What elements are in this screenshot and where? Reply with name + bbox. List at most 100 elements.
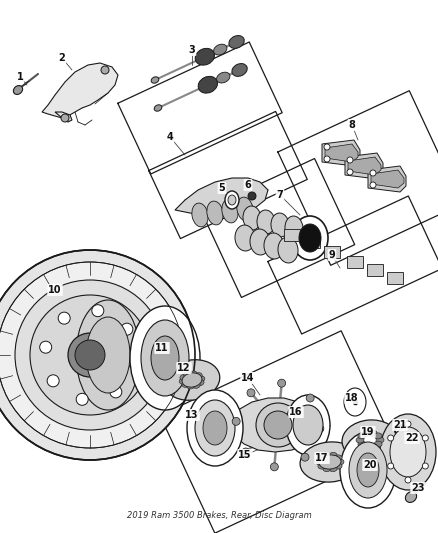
Ellipse shape xyxy=(300,442,360,482)
Text: 23: 23 xyxy=(411,483,425,493)
Circle shape xyxy=(256,403,300,447)
Circle shape xyxy=(247,389,255,397)
Ellipse shape xyxy=(228,195,236,205)
Ellipse shape xyxy=(336,459,344,465)
Polygon shape xyxy=(304,236,320,248)
Ellipse shape xyxy=(14,86,23,94)
Ellipse shape xyxy=(329,453,337,458)
Polygon shape xyxy=(175,178,268,216)
Circle shape xyxy=(101,66,109,74)
Ellipse shape xyxy=(197,376,205,382)
Polygon shape xyxy=(347,256,363,268)
Ellipse shape xyxy=(344,388,366,416)
Ellipse shape xyxy=(222,199,238,223)
Circle shape xyxy=(76,393,88,405)
Text: 2019 Ram 3500 Brakes, Rear, Disc Diagram: 2019 Ram 3500 Brakes, Rear, Disc Diagram xyxy=(127,511,311,520)
Circle shape xyxy=(68,333,112,377)
Circle shape xyxy=(58,312,70,324)
Polygon shape xyxy=(387,272,403,284)
Text: 21: 21 xyxy=(393,420,407,430)
Ellipse shape xyxy=(334,455,342,461)
Ellipse shape xyxy=(318,463,326,469)
Ellipse shape xyxy=(141,320,189,396)
Text: 20: 20 xyxy=(363,460,377,470)
Circle shape xyxy=(347,157,353,163)
Circle shape xyxy=(0,250,195,460)
Ellipse shape xyxy=(182,381,190,387)
Circle shape xyxy=(0,262,183,448)
Polygon shape xyxy=(322,140,360,166)
Text: 11: 11 xyxy=(155,343,169,353)
Ellipse shape xyxy=(198,76,218,93)
Ellipse shape xyxy=(380,414,436,490)
Ellipse shape xyxy=(243,206,261,230)
Polygon shape xyxy=(324,246,340,258)
Polygon shape xyxy=(284,229,300,241)
Circle shape xyxy=(15,280,165,430)
Circle shape xyxy=(40,341,52,353)
Polygon shape xyxy=(42,63,118,118)
Text: 17: 17 xyxy=(315,453,329,463)
Text: 1: 1 xyxy=(17,72,23,82)
Ellipse shape xyxy=(271,213,289,237)
Ellipse shape xyxy=(390,427,426,477)
Ellipse shape xyxy=(318,455,326,461)
Ellipse shape xyxy=(356,437,364,443)
Text: 16: 16 xyxy=(289,407,303,417)
Text: 3: 3 xyxy=(189,45,195,55)
Circle shape xyxy=(370,170,376,176)
Ellipse shape xyxy=(184,372,192,378)
Ellipse shape xyxy=(358,441,366,447)
Circle shape xyxy=(128,357,140,369)
Polygon shape xyxy=(348,157,381,175)
Ellipse shape xyxy=(293,405,323,445)
Ellipse shape xyxy=(225,191,239,209)
Ellipse shape xyxy=(299,224,321,252)
Circle shape xyxy=(242,448,250,456)
Ellipse shape xyxy=(189,371,197,377)
Text: 13: 13 xyxy=(185,410,199,420)
Text: 2: 2 xyxy=(59,53,65,63)
Text: 22: 22 xyxy=(405,433,419,443)
Ellipse shape xyxy=(319,455,341,469)
Text: 18: 18 xyxy=(345,393,359,403)
Ellipse shape xyxy=(250,229,270,255)
Circle shape xyxy=(388,463,394,469)
Circle shape xyxy=(347,169,353,175)
Circle shape xyxy=(306,394,314,402)
Circle shape xyxy=(264,411,292,439)
Circle shape xyxy=(30,295,150,415)
Text: 6: 6 xyxy=(245,180,251,190)
Polygon shape xyxy=(55,112,72,122)
Ellipse shape xyxy=(358,433,366,439)
Circle shape xyxy=(388,435,394,441)
Ellipse shape xyxy=(376,437,384,443)
Ellipse shape xyxy=(195,49,215,65)
Ellipse shape xyxy=(235,225,255,251)
Ellipse shape xyxy=(154,105,162,111)
Ellipse shape xyxy=(232,63,247,76)
Circle shape xyxy=(405,421,411,427)
Circle shape xyxy=(278,379,286,387)
Circle shape xyxy=(370,182,376,188)
Ellipse shape xyxy=(203,411,227,445)
Ellipse shape xyxy=(195,400,235,456)
Ellipse shape xyxy=(357,453,379,487)
Ellipse shape xyxy=(285,216,303,240)
Ellipse shape xyxy=(196,379,204,386)
Circle shape xyxy=(92,305,104,317)
Ellipse shape xyxy=(257,210,275,234)
Ellipse shape xyxy=(349,442,387,498)
Polygon shape xyxy=(345,153,383,179)
Ellipse shape xyxy=(192,382,200,389)
Ellipse shape xyxy=(187,390,243,466)
Circle shape xyxy=(47,375,59,387)
Ellipse shape xyxy=(151,336,179,380)
Ellipse shape xyxy=(187,383,195,389)
Ellipse shape xyxy=(278,237,298,263)
Ellipse shape xyxy=(151,77,159,83)
Text: 7: 7 xyxy=(277,190,283,200)
Ellipse shape xyxy=(179,378,187,384)
Circle shape xyxy=(75,340,105,370)
Polygon shape xyxy=(325,144,358,162)
